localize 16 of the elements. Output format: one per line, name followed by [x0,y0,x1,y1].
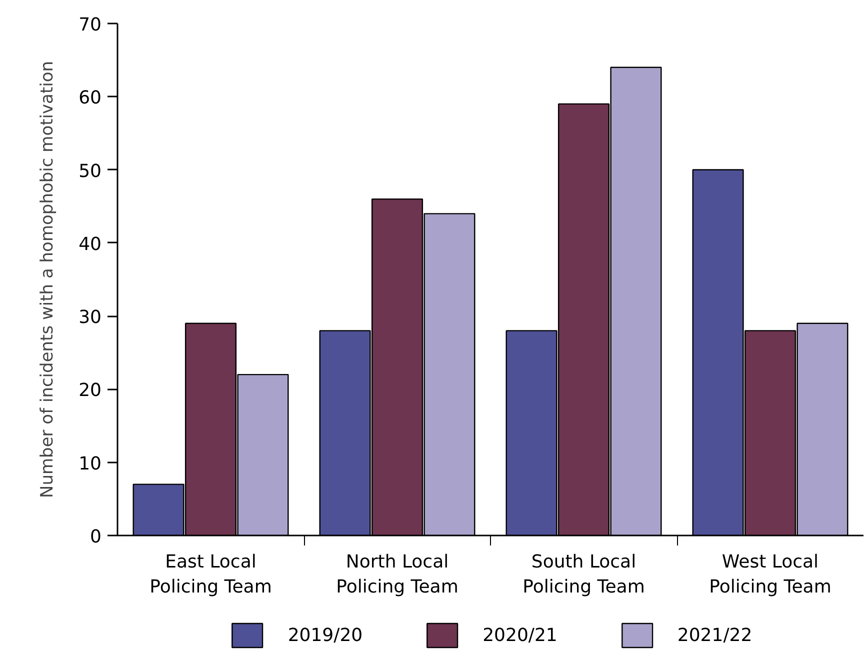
y-tick-label: 40 [78,234,102,255]
legend-label: 2020/21 [482,624,558,648]
x-tick-label: North Local Policing Team [336,552,458,598]
y-tick-label: 0 [90,526,102,548]
y-tick-label: 60 [78,88,102,109]
y-tick-label: 20 [78,380,102,402]
x-tick-label: East Local Policing Team [150,552,272,598]
legend-label: 2019/20 [288,624,363,648]
x-tick-label: South Local Policing Team [522,552,645,598]
y-tick-label: 50 [78,160,102,182]
y-tick-label: 30 [78,307,102,328]
legend-label: 2021/22 [677,624,752,648]
y-tick-label: 10 [78,453,102,474]
y-axis-title: Number of incidents with a homophobic motivation [38,60,58,498]
y-tick-label: 70 [78,14,102,36]
x-tick-label: West Local Policing Team [709,552,832,598]
